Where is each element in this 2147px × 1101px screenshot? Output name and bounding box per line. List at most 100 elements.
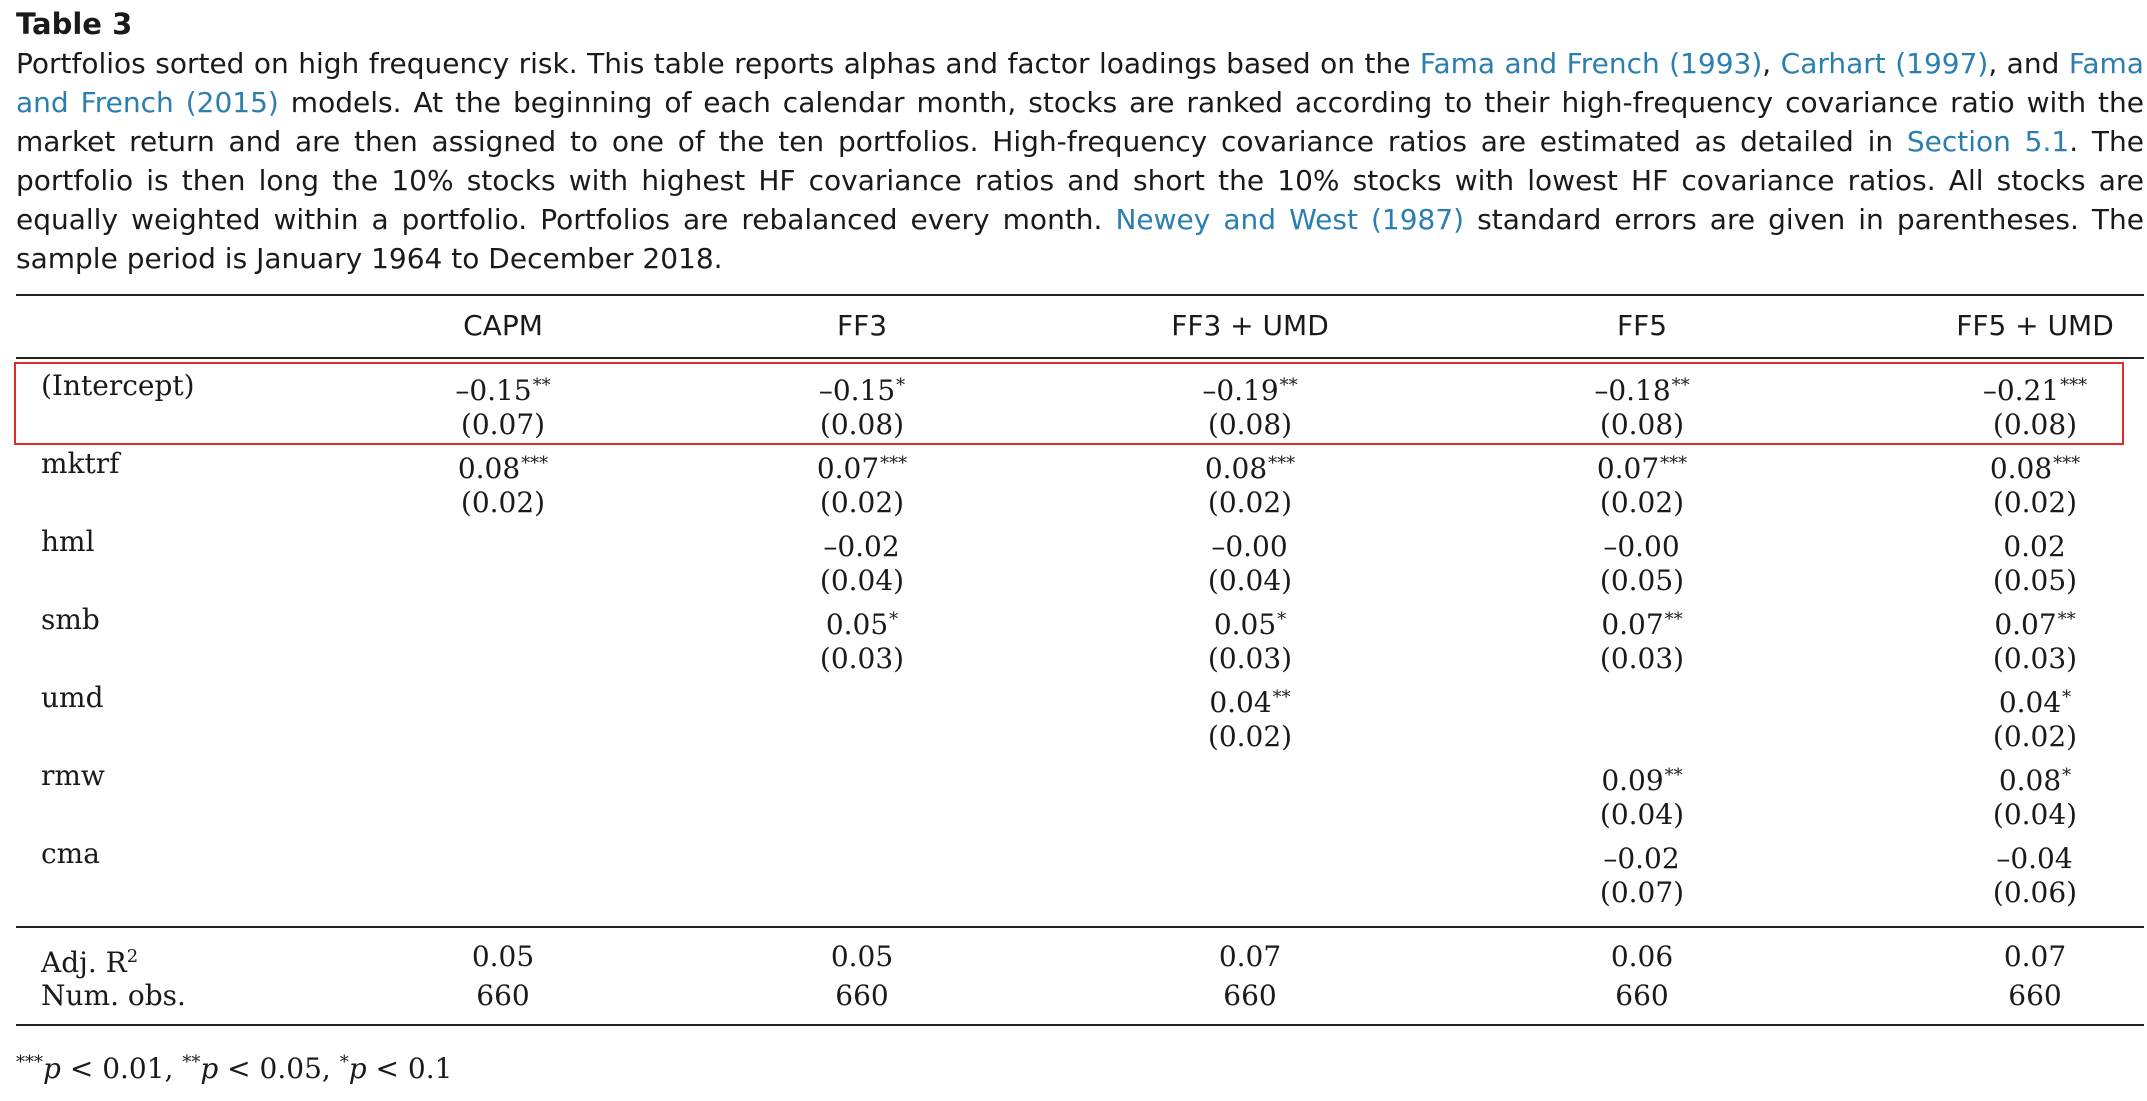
standard-error-row: (0.04) (0.04) (0.05) (0.05) <box>16 561 2144 600</box>
significance-stars: ** <box>1279 375 1298 396</box>
significance-stars: * <box>2062 765 2072 786</box>
coefficient-value: 0.02 <box>2003 530 2066 563</box>
standard-error-cell: (0.02) <box>1599 486 1685 519</box>
row-label: mktrf <box>41 447 120 480</box>
section-link-5-1[interactable]: Section 5.1 <box>1906 125 2070 158</box>
coefficient-cell: –0.00 <box>1603 522 1680 566</box>
standard-error-cell: (0.05) <box>1992 564 2078 597</box>
citation-link-fama-french-1993[interactable]: Fama and French (1993) <box>1419 47 1763 80</box>
significance-stars: *** <box>880 453 908 474</box>
table-cell: 660 <box>1223 979 1277 1012</box>
citation-link-newey-west-1987[interactable]: Newey and West (1987) <box>1115 203 1465 236</box>
standard-error-row: (0.03) (0.03) (0.03) (0.03) <box>16 639 2144 678</box>
standard-error-cell: (0.03) <box>1599 642 1685 675</box>
coefficient-value: 0.05 <box>1213 608 1277 641</box>
row-label: Adj. R2 <box>41 937 138 982</box>
coefficient-cell: –0.15* <box>819 366 905 410</box>
table-cell: 0.05 <box>471 940 535 973</box>
table-cell: 660 <box>2008 979 2062 1012</box>
coefficient-cell <box>503 834 504 878</box>
standard-error-row: (0.04) (0.04) <box>16 795 2144 834</box>
citation-link-carhart-1997[interactable]: Carhart (1997) <box>1780 47 1989 80</box>
significance-stars: * <box>889 609 899 630</box>
caption-text: . The portfolio is then long the 10% sto… <box>16 125 2144 236</box>
citation-link-fama-french-2015[interactable]: Fama and French (2015) <box>16 47 2144 119</box>
row-label: Num. obs. <box>41 979 186 1012</box>
summary-row-num-obs: Num. obs. 660 660 660 660 660 <box>16 976 2144 1015</box>
coefficient-cell <box>1642 678 1643 722</box>
table-title: Table 3 <box>16 7 133 41</box>
row-label: umd <box>41 681 104 714</box>
caption-text: , and <box>1988 47 2069 80</box>
coefficient-value: –0.19 <box>1202 374 1279 407</box>
coefficient-value: 0.08 <box>1204 452 1268 485</box>
standard-error-cell: (0.08) <box>1992 408 2078 441</box>
coefficient-cell <box>503 756 504 800</box>
intercept-highlight-box <box>14 362 2124 445</box>
table-cell: 0.07 <box>1218 940 1282 973</box>
footnote-stars: * <box>339 1052 349 1073</box>
coefficient-cell: 0.09** <box>1601 756 1682 800</box>
standard-error-cell: (0.04) <box>1992 798 2078 831</box>
standard-error-row: (0.02) (0.02) <box>16 717 2144 756</box>
coefficient-cell <box>503 522 504 566</box>
coefficient-value: –0.02 <box>823 530 900 563</box>
table-caption: Portfolios sorted on high frequency risk… <box>16 44 2144 278</box>
caption-text: , <box>1762 47 1781 80</box>
table-row: cma –0.02 –0.04 <box>16 834 2144 875</box>
row-label-text: Adj. R <box>41 946 127 979</box>
caption-text: standard errors are given in parentheses… <box>16 203 2144 275</box>
coefficient-cell: 0.08*** <box>458 444 548 488</box>
footnote-text: < 0.05, <box>218 1052 340 1085</box>
standard-error-cell: (0.05) <box>1599 564 1685 597</box>
table-cell: 0.05 <box>830 940 894 973</box>
superscript: 2 <box>126 946 139 967</box>
footnote-p: p <box>348 1052 367 1085</box>
standard-error-cell: (0.08) <box>1207 408 1293 441</box>
coefficient-value: 0.07 <box>1601 608 1664 641</box>
standard-error-cell: (0.03) <box>819 642 905 675</box>
standard-error-row: (0.02) (0.02) (0.02) (0.02) (0.02) <box>16 483 2144 522</box>
column-header-ff3: FF3 <box>836 309 888 342</box>
row-label: cma <box>41 837 100 870</box>
coefficient-cell: –0.04 <box>1996 834 2073 878</box>
coefficient-value: 0.07 <box>1994 608 2057 641</box>
coefficient-value: 0.07 <box>1596 452 1660 485</box>
table-row: hml –0.02 –0.00 –0.00 0.02 <box>16 522 2144 563</box>
table-cell: 0.07 <box>2003 940 2067 973</box>
footnote-stars: *** <box>16 1052 43 1073</box>
coefficient-cell <box>503 600 504 644</box>
coefficient-value: 0.08 <box>1998 764 2062 797</box>
footnote-stars: ** <box>182 1052 201 1073</box>
standard-error-row: (0.07) (0.08) (0.08) (0.08) (0.08) <box>16 405 2144 444</box>
row-label: smb <box>41 603 100 636</box>
coefficient-cell: 0.05* <box>826 600 898 644</box>
significance-stars: *** <box>1268 453 1296 474</box>
coefficient-cell: 0.08*** <box>1990 444 2080 488</box>
row-label: hml <box>41 525 95 558</box>
standard-error-cell: (0.02) <box>1992 486 2078 519</box>
coefficient-value: 0.09 <box>1601 764 1664 797</box>
coefficient-cell: 0.07** <box>1601 600 1682 644</box>
coefficient-cell: 0.02 <box>2003 522 2066 566</box>
significance-stars: * <box>2062 687 2072 708</box>
table-cell: 660 <box>1615 979 1669 1012</box>
standard-error-cell: (0.02) <box>1207 486 1293 519</box>
table-row: (Intercept) –0.15** –0.15* –0.19** –0.18** –0… <box>16 366 2144 407</box>
significance-stars: ** <box>2057 609 2076 630</box>
footnote-p: p <box>43 1052 61 1085</box>
row-label: rmw <box>41 759 105 792</box>
coefficient-value: –0.18 <box>1594 374 1671 407</box>
standard-error-row: (0.07) (0.06) <box>16 873 2144 912</box>
coefficient-cell: 0.07*** <box>1597 444 1687 488</box>
significance-stars: *** <box>521 453 549 474</box>
table-row: umd 0.04** 0.04* <box>16 678 2144 719</box>
coefficient-cell: 0.08* <box>1999 756 2071 800</box>
footnote-p: p <box>200 1052 219 1085</box>
coefficient-value: –0.00 <box>1211 530 1288 563</box>
coefficient-cell: –0.02 <box>823 522 900 566</box>
coefficient-value: 0.07 <box>816 452 880 485</box>
column-header-capm: CAPM <box>463 309 543 342</box>
standard-error-cell: (0.04) <box>819 564 905 597</box>
significance-stars: *** <box>2060 375 2088 396</box>
